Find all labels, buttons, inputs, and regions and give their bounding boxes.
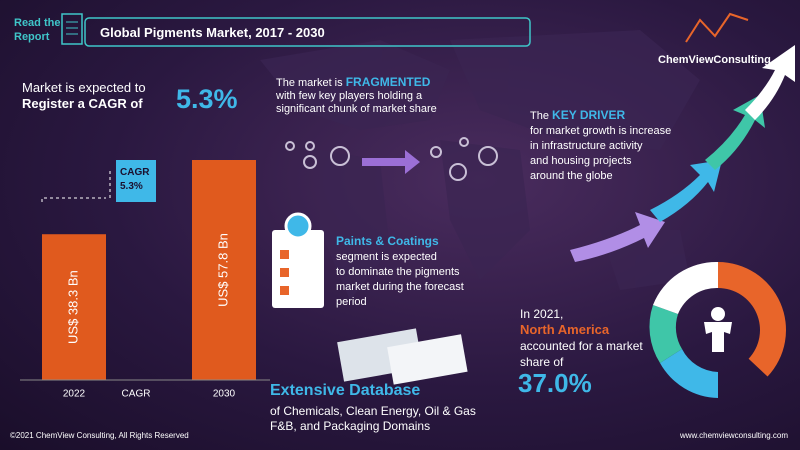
- share-arc: [718, 262, 786, 377]
- text: for market growth is increase: [530, 125, 672, 137]
- x-tick-label: 2030: [213, 389, 236, 400]
- bar: [192, 160, 256, 380]
- logo-graph: [685, 12, 749, 43]
- text: The market is: [276, 77, 343, 89]
- pin-icons: [285, 137, 498, 181]
- checklist-boxes: [280, 250, 289, 295]
- text: of Chemicals, Clean Energy, Oil & Gas: [270, 404, 476, 418]
- footer: ©2021 ChemView Consulting, All Rights Re…: [10, 431, 189, 440]
- text: In 2021,: [520, 307, 564, 321]
- bar: [42, 234, 106, 380]
- intro-text: Register a CAGR of: [22, 96, 143, 111]
- text: to dominate the pigments: [336, 266, 460, 278]
- x-tick-label: CAGR: [122, 389, 151, 400]
- text: market during the forecast: [336, 281, 464, 293]
- footer: www.chemviewconsulting.com: [680, 431, 789, 440]
- highlight: KEY DRIVER: [552, 108, 626, 122]
- text: accounted for a market: [520, 339, 643, 353]
- person-icon: [704, 307, 732, 352]
- growth-arrows: [570, 45, 795, 262]
- title-frame: [84, 17, 531, 47]
- text: F&B, and Packaging Domains: [270, 419, 431, 433]
- report-icon: [61, 13, 83, 45]
- intro-text: Market is expected to: [22, 80, 146, 95]
- text: share of: [520, 355, 564, 369]
- donut: [649, 261, 786, 398]
- bar-label: US$ 57.8 Bn: [215, 233, 230, 307]
- highlight: FRAGMENTED: [345, 75, 431, 89]
- text: and housing projects: [530, 155, 632, 167]
- share-value: 37.0%: [518, 368, 592, 398]
- text: period: [336, 296, 367, 308]
- database-sheets: [337, 328, 468, 385]
- highlight: Extensive Database: [270, 382, 421, 399]
- cagr-label: CAGR: [120, 167, 150, 178]
- read-line[interactable]: Read the: [14, 17, 61, 29]
- brand: ChemViewConsulting: [658, 54, 771, 66]
- cagr-rate: 5.3%: [176, 84, 238, 114]
- transition-arrow: [362, 150, 420, 174]
- text: in infrastructure activity: [530, 140, 643, 152]
- x-tick-label: 2022: [63, 389, 86, 400]
- text: around the globe: [530, 170, 613, 182]
- text: The: [530, 110, 549, 122]
- highlight: Paints & Coatings: [336, 234, 439, 248]
- text: significant chunk of market share: [276, 103, 437, 115]
- report-icon-lines: [66, 21, 78, 35]
- bar-label: US$ 38.3 Bn: [65, 270, 80, 344]
- cagr-box: [116, 160, 156, 202]
- text: with few key players holding a: [276, 90, 423, 102]
- title: Global Pigments Market, 2017 - 2030: [100, 25, 325, 40]
- text: segment is expected: [336, 251, 437, 263]
- cagr-connector: [41, 197, 106, 202]
- checklist-icon: [272, 230, 324, 308]
- cagr-value: 5.3%: [120, 181, 143, 192]
- world-map: [260, 30, 700, 300]
- read-report[interactable]: Read the Report: [14, 16, 60, 44]
- read-line[interactable]: Report: [14, 31, 50, 43]
- target-icon: [284, 212, 312, 240]
- highlight: North America: [520, 322, 610, 337]
